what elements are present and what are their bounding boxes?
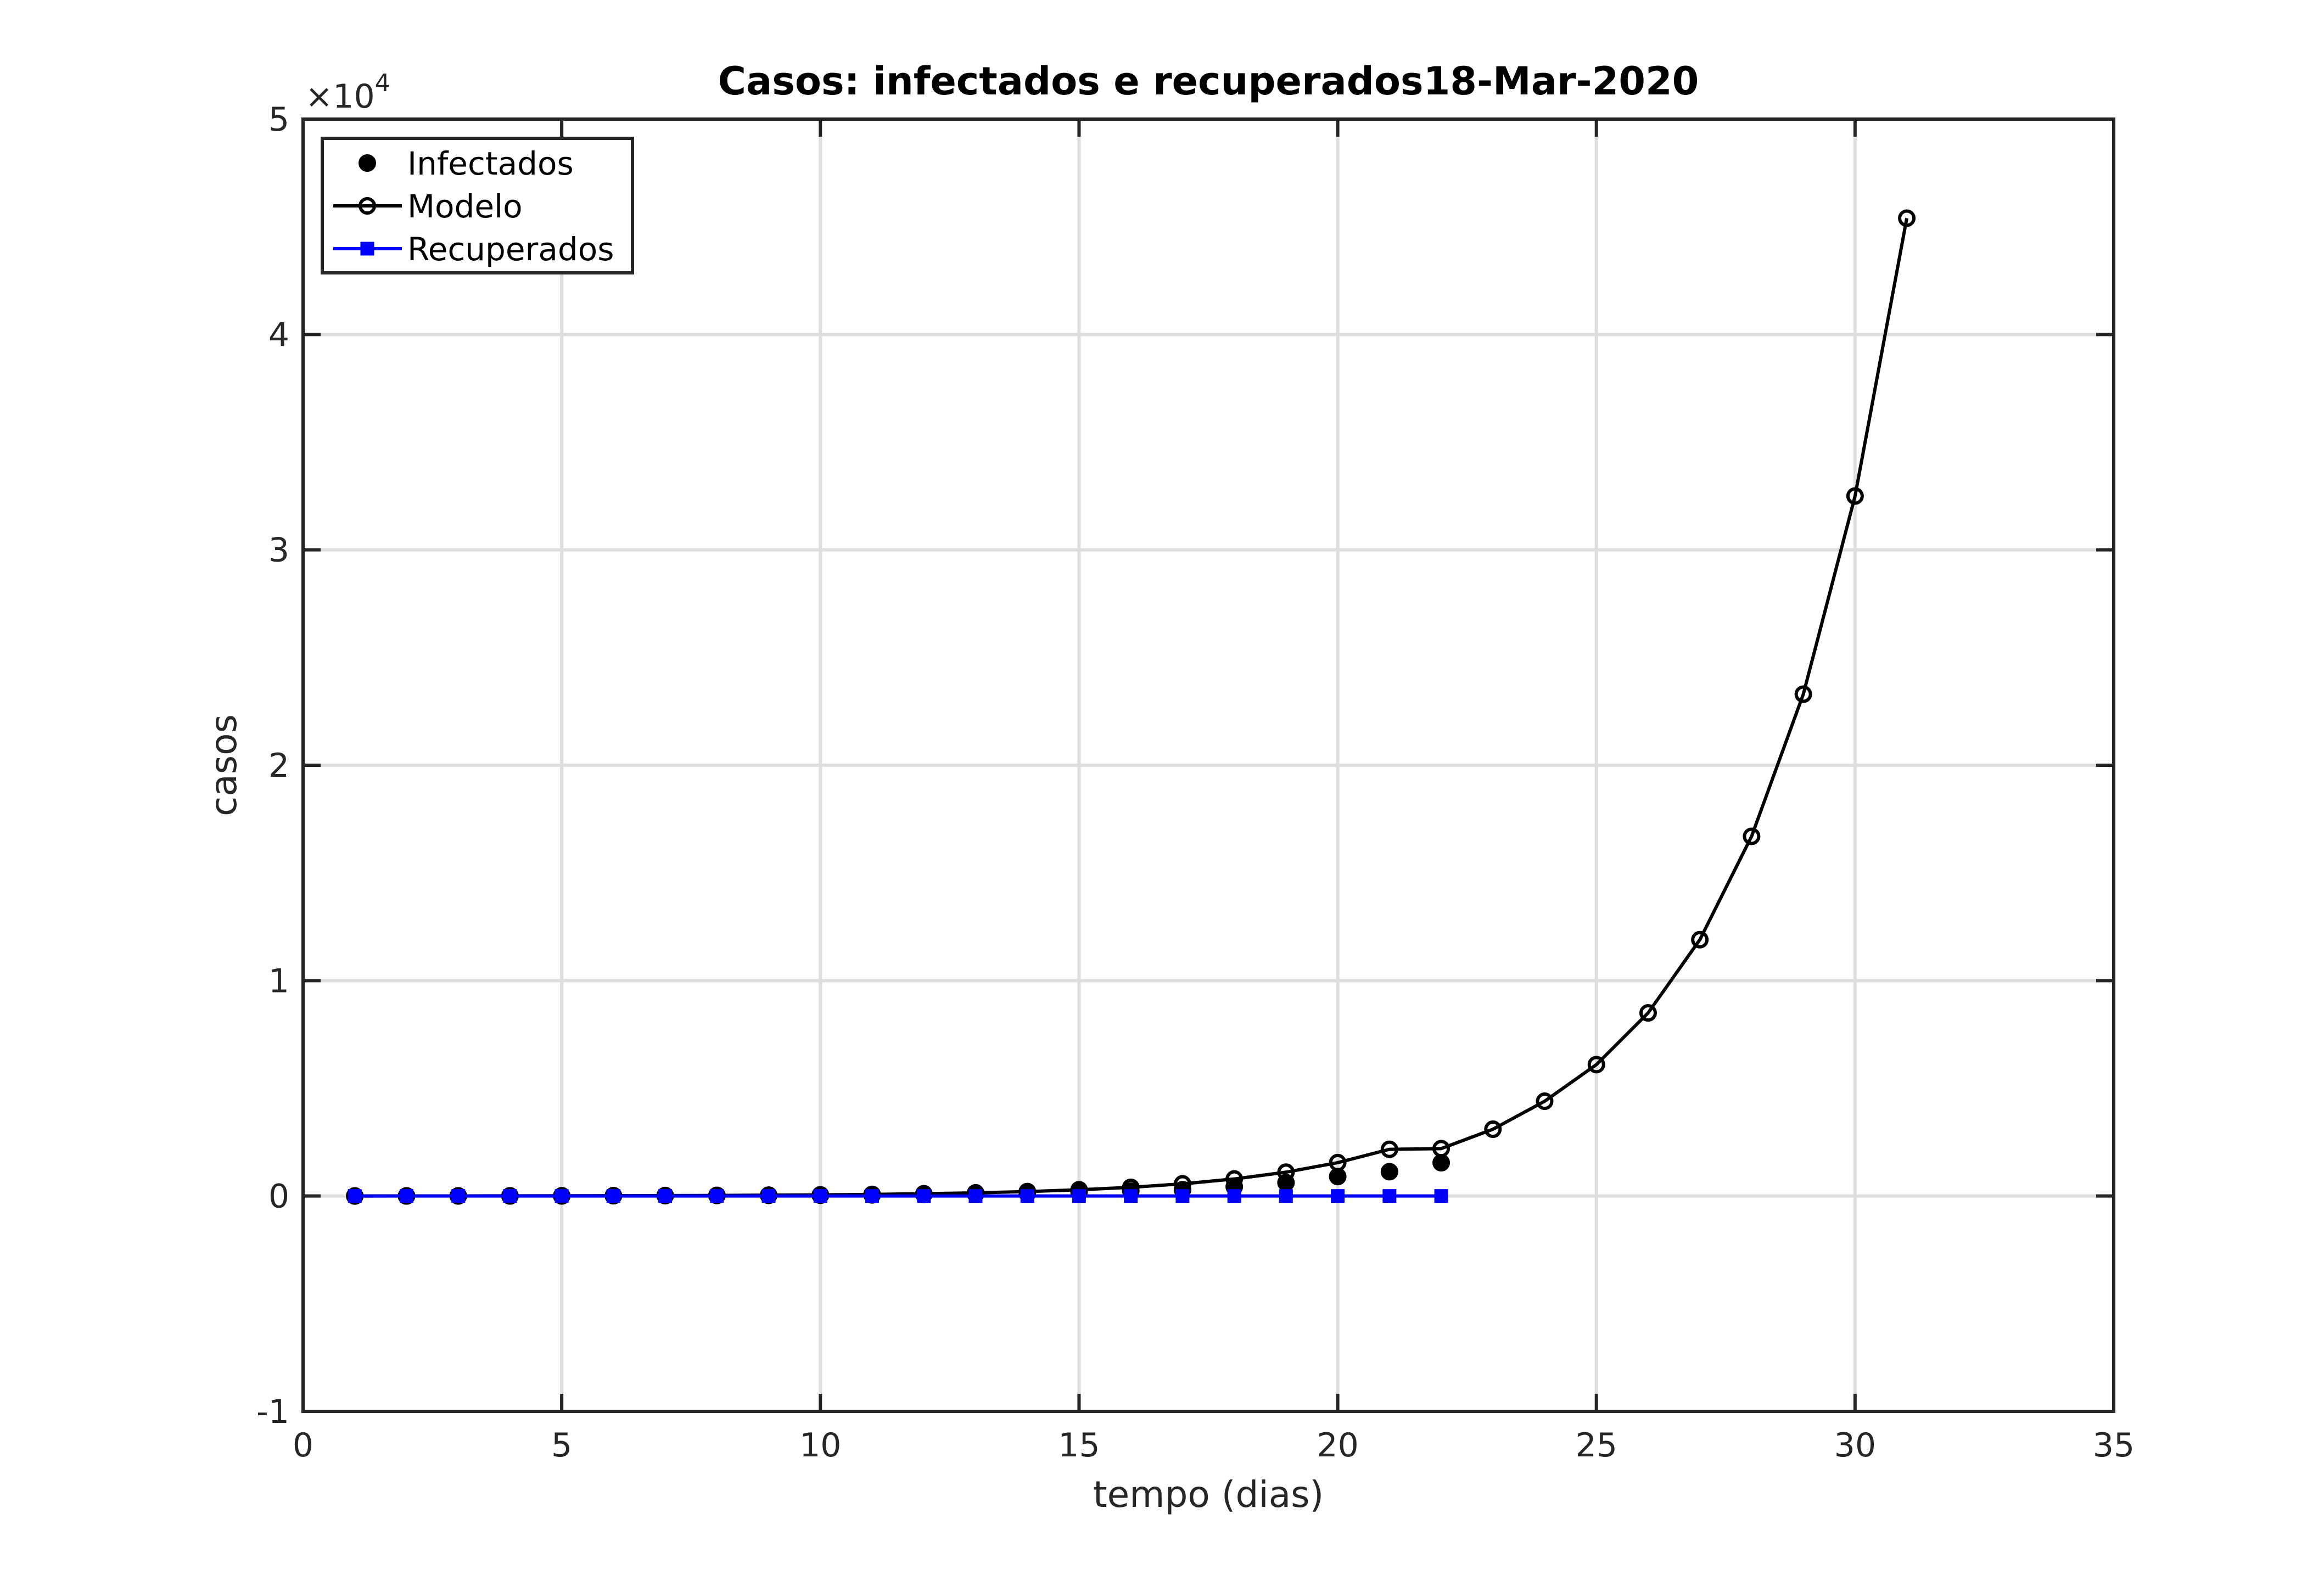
y-exponent-label: ×104 [305,69,390,116]
legend-marker-recuperados [360,242,374,256]
y-tick-label: -1 [256,1393,289,1431]
x-tick-label: 5 [551,1426,572,1465]
x-tick-label: 0 [293,1426,313,1465]
data-point-modelo [1536,1092,1554,1111]
y-tick-label: 0 [268,1178,289,1216]
data-point-recuperados [1020,1189,1034,1203]
legend-label-infectados: Infectados [407,145,574,182]
data-point-recuperados [1175,1189,1190,1203]
data-point-modelo [1846,487,1864,505]
legend-marker-modelo [359,197,376,215]
y-axis-label: casos [203,714,245,816]
legend-label-recuperados: Recuperados [407,231,614,268]
data-point-recuperados [968,1189,983,1203]
data-point-recuperados [710,1189,724,1203]
series-group [346,209,1916,1205]
data-point-recuperados [555,1189,569,1203]
data-point-recuperados [1124,1189,1138,1203]
y-tick-label: 2 [268,747,289,785]
x-tick-label: 10 [799,1426,841,1465]
data-point-recuperados [348,1189,362,1203]
x-tick-label: 20 [1317,1426,1358,1465]
data-point-infectados [1277,1174,1295,1192]
data-point-modelo [1639,1004,1657,1022]
data-point-recuperados [658,1189,673,1203]
data-point-recuperados [1331,1189,1345,1203]
data-point-recuperados [1279,1189,1293,1203]
legend-marker-infectados [359,154,376,172]
y-tick-label: 1 [268,962,289,1000]
series-recuperados [348,1189,1448,1203]
data-point-modelo [1691,930,1709,949]
legend: Infectados Modelo Recuperados [321,137,634,274]
x-tick-label: 35 [2093,1426,2135,1465]
data-point-recuperados [1434,1189,1448,1203]
data-point-infectados [1380,1163,1398,1181]
data-point-recuperados [917,1189,931,1203]
data-point-recuperados [813,1189,827,1203]
data-point-recuperados [1072,1189,1086,1203]
x-axis-label: tempo (dias) [1093,1473,1324,1516]
legend-item-infectados: Infectados [359,145,574,182]
x-tick-label: 25 [1576,1426,1617,1465]
y-tick-label: 3 [268,531,289,570]
data-point-recuperados [399,1189,413,1203]
legend-item-recuperados: Recuperados [333,231,614,268]
data-point-infectados [1432,1154,1451,1172]
data-point-modelo [1794,685,1812,703]
data-point-recuperados [865,1189,880,1203]
y-exponent-power: 4 [375,69,390,97]
y-tick-label: 5 [268,100,289,139]
data-point-recuperados [606,1189,620,1203]
data-point-infectados [1329,1168,1347,1186]
data-point-recuperados [761,1189,776,1203]
y-tick-label: 4 [268,316,289,354]
data-point-recuperados [503,1189,517,1203]
x-tick-label: 15 [1058,1426,1100,1465]
x-tick-label: 30 [1834,1426,1876,1465]
legend-item-modelo: Modelo [333,188,523,225]
data-point-recuperados [451,1189,466,1203]
data-point-recuperados [1382,1189,1397,1203]
chart-title: Casos: infectados e recuperados18-Mar-20… [718,59,1699,104]
grid [303,119,2114,1411]
data-point-modelo [1380,1140,1398,1158]
data-point-modelo [1743,827,1761,845]
legend-label-modelo: Modelo [407,188,523,225]
data-point-modelo [1587,1056,1605,1074]
data-point-modelo [1484,1120,1502,1139]
labels-group: Casos: infectados e recuperados18-Mar-20… [203,59,1699,1516]
data-point-recuperados [1227,1189,1241,1203]
data-point-modelo [1898,209,1916,227]
